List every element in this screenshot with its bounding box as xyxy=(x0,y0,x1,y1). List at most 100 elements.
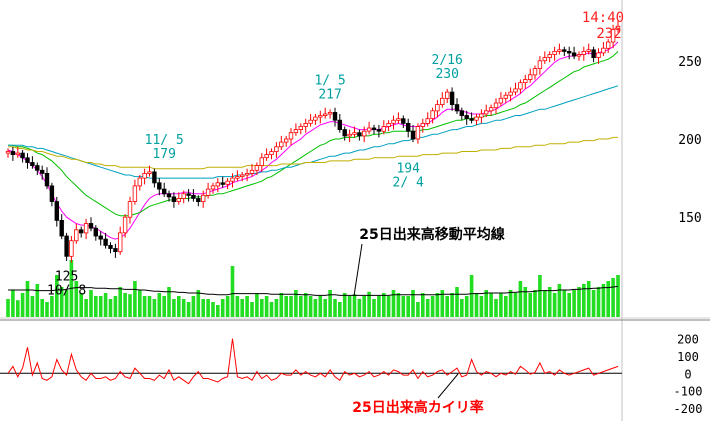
price-tick-label: 250 xyxy=(678,55,701,70)
candle-body xyxy=(127,201,133,218)
candle-body xyxy=(366,127,372,132)
candle-body xyxy=(5,151,11,154)
moving-average-line-3 xyxy=(8,85,619,179)
volume-bar xyxy=(562,290,567,317)
volume-bar xyxy=(455,287,459,317)
candle-body xyxy=(591,49,596,58)
candle-body xyxy=(103,238,108,246)
price-tick-label: 200 xyxy=(678,133,701,148)
volume-bar xyxy=(172,299,176,317)
candle-body xyxy=(547,54,552,58)
candle-body xyxy=(108,244,113,249)
candle-body xyxy=(269,151,274,155)
candle-body xyxy=(93,227,98,237)
candle-body xyxy=(532,68,538,76)
candle-body xyxy=(288,132,294,140)
volume-bar xyxy=(440,290,445,317)
volume-bar xyxy=(269,302,274,317)
volume-bar xyxy=(460,299,464,317)
volume-bar xyxy=(16,300,20,317)
candle-body xyxy=(381,126,386,132)
volume-bar xyxy=(543,290,547,317)
volume-bar xyxy=(220,299,225,317)
candle-body xyxy=(391,119,396,124)
volume-bar xyxy=(294,290,298,317)
candle-body xyxy=(322,113,328,117)
volume-bar xyxy=(25,281,30,317)
volume-bar xyxy=(489,293,493,317)
y-axis-ticks: 250 200 150 200 100 0 -100 -200 xyxy=(674,55,703,416)
candle-body xyxy=(518,82,523,90)
volume-bar xyxy=(147,296,152,317)
volume-bar xyxy=(430,296,435,317)
volume-bar xyxy=(577,287,581,317)
volume-bar xyxy=(274,299,279,317)
candle-body xyxy=(79,229,84,234)
volume-bar xyxy=(601,284,606,317)
volume-bar xyxy=(323,299,327,317)
volume-bar xyxy=(20,293,25,317)
volume-bar xyxy=(464,296,469,317)
candle-body xyxy=(113,248,118,252)
volume-bar xyxy=(235,296,240,317)
volume-bar xyxy=(279,293,284,317)
annotation-price: 217 xyxy=(318,87,341,102)
candle-body xyxy=(200,194,206,203)
candle-body xyxy=(15,152,20,156)
volume-bar xyxy=(299,296,303,317)
candle-body xyxy=(215,182,220,187)
candle-body xyxy=(342,129,347,137)
candle-body xyxy=(196,198,201,202)
candle-body xyxy=(376,129,382,132)
candle-body xyxy=(513,88,518,93)
volume-bar xyxy=(98,296,103,317)
annotation-date: 2/ 4 xyxy=(393,175,424,190)
volume-bar xyxy=(79,293,83,317)
annotation-price: 179 xyxy=(152,147,175,162)
candle-body xyxy=(371,127,377,131)
volume-bar xyxy=(216,305,220,317)
ratio-tick-label: -200 xyxy=(674,402,703,416)
volume-bar xyxy=(504,296,508,317)
candle-body xyxy=(293,129,299,134)
volume-bar xyxy=(45,302,49,317)
candle-body xyxy=(410,130,416,140)
volume-bar xyxy=(94,296,98,317)
volume-bar xyxy=(318,296,323,317)
volume-bar xyxy=(186,302,191,317)
candle-body xyxy=(537,60,543,69)
volume-bar xyxy=(377,296,381,317)
volume-bar xyxy=(494,299,498,317)
candle-body xyxy=(254,165,260,171)
candle-body xyxy=(98,235,103,240)
candle-body xyxy=(503,94,508,99)
price-tick-label: 150 xyxy=(678,211,701,226)
volume-bar xyxy=(6,299,10,317)
volume-bar xyxy=(201,299,205,317)
candle-body xyxy=(347,133,352,137)
ratio-tick-label: 100 xyxy=(677,350,699,364)
candle-body xyxy=(440,97,445,106)
ratio-tick-label: 200 xyxy=(677,333,699,347)
volume-average-pointer xyxy=(353,243,363,297)
candle-body xyxy=(161,188,167,195)
volume-bar xyxy=(313,299,318,317)
candle-body xyxy=(444,91,450,99)
candle-body xyxy=(69,240,74,257)
candle-body xyxy=(459,110,464,116)
annotation-date: 11/ 5 xyxy=(145,133,184,148)
candle-body xyxy=(44,172,50,187)
candle-body xyxy=(49,185,55,202)
volume-bar xyxy=(255,293,259,317)
volume-bar xyxy=(50,296,54,317)
candle-body xyxy=(479,113,484,118)
volume-bar xyxy=(260,299,264,317)
volume-bar xyxy=(113,296,118,317)
volume-bar xyxy=(474,293,479,317)
candle-body xyxy=(166,193,172,198)
volume-bar xyxy=(333,299,337,317)
candle-body xyxy=(425,118,430,124)
candle-body xyxy=(186,193,191,196)
candle-body xyxy=(59,219,64,237)
candle-body xyxy=(361,130,367,137)
